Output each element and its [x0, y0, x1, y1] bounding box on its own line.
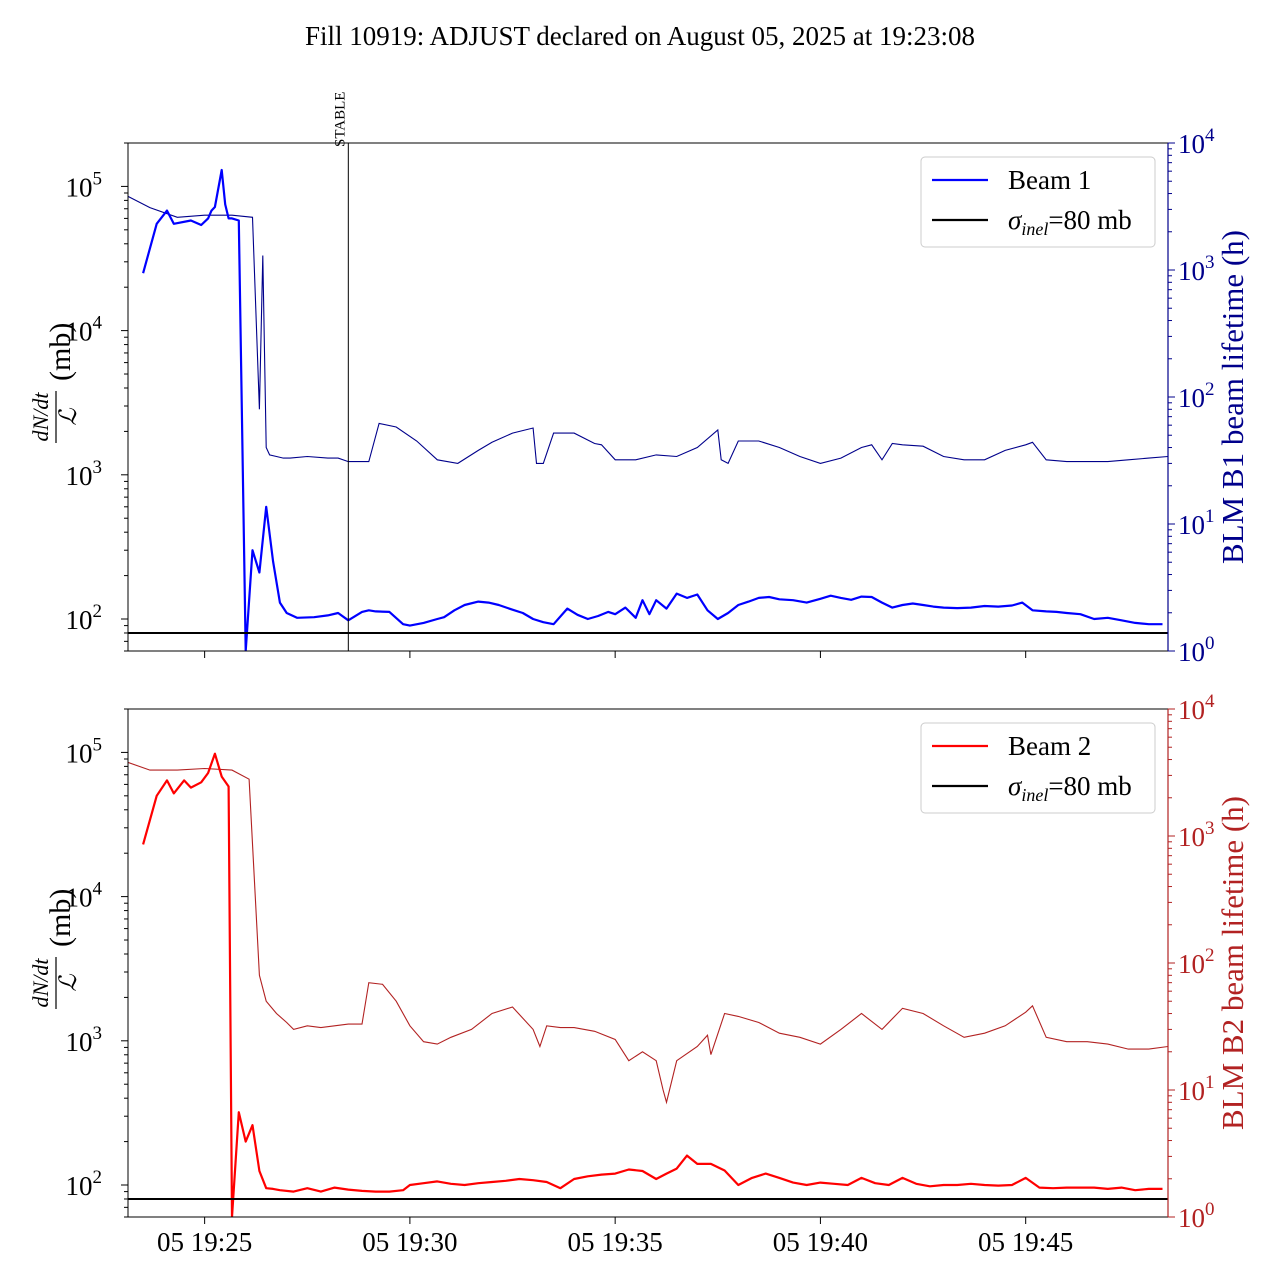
figure-title: Fill 10919: ADJUST declared on August 05…	[305, 21, 975, 51]
right-tick-label: 100	[1178, 1199, 1215, 1233]
left-axis-label: dN/dt ℒ (mb)	[28, 323, 82, 443]
label-numerator: dN/dt	[28, 392, 53, 442]
beam-series-line	[142, 168, 1163, 651]
legend: Beam 2 σinel=80 mb	[920, 722, 1156, 814]
x-tick-label: 05 19:35	[568, 1227, 663, 1257]
right-axis-label: BLM B1 beam lifetime (h)	[1215, 230, 1250, 564]
lifetime-series-line	[128, 195, 1168, 465]
label-numerator: dN/dt	[28, 958, 53, 1008]
beam-series-line	[142, 752, 1163, 1217]
right-tick-label: 104	[1178, 125, 1215, 159]
right-tick-label: 101	[1178, 1072, 1215, 1106]
x-tick-label: 05 19:30	[362, 1227, 457, 1257]
label-denominator: ℒ	[56, 408, 82, 426]
legend-label: σinel=80 mb	[1008, 771, 1132, 805]
lifetime-series-line	[128, 761, 1168, 1105]
label-unit: (mb)	[44, 323, 77, 381]
left-tick-label: 104	[66, 313, 103, 347]
left-tick-label: 102	[66, 1167, 103, 1201]
left-tick-label: 103	[66, 457, 103, 491]
label-unit: (mb)	[44, 889, 77, 947]
plot-area	[128, 752, 1168, 1217]
right-tick-label: 104	[1178, 691, 1215, 725]
legend-label: Beam 1	[1008, 165, 1091, 195]
left-tick-label: 104	[66, 879, 103, 913]
x-tick-label: 05 19:45	[978, 1227, 1073, 1257]
left-axis-label: dN/dt ℒ (mb)	[28, 889, 82, 1009]
bottom-panel: 102 103 104 105 100 101 102 103 104 05 19:25 05 19…	[28, 691, 1250, 1257]
legend: Beam 1 σinel=80 mb	[920, 156, 1156, 248]
left-tick-label: 105	[66, 168, 103, 202]
left-tick-label: 102	[66, 601, 103, 635]
legend-label: σinel=80 mb	[1008, 205, 1132, 239]
top-panel: STABLE 102 103 104 105 100 101 102 103 104 dN/dt ℒ (…	[28, 92, 1250, 667]
right-tick-label: 101	[1178, 506, 1215, 540]
right-tick-label: 102	[1178, 945, 1215, 979]
left-tick-label: 103	[66, 1023, 103, 1057]
right-axis-label: BLM B2 beam lifetime (h)	[1215, 796, 1250, 1130]
plot-area	[128, 168, 1168, 651]
label-denominator: ℒ	[56, 974, 82, 992]
right-tick-label: 100	[1178, 633, 1215, 667]
right-tick-label: 103	[1178, 818, 1215, 852]
right-tick-label: 103	[1178, 252, 1215, 286]
stable-marker-label: STABLE	[332, 92, 348, 147]
legend-label: Beam 2	[1008, 731, 1091, 761]
x-tick-label: 05 19:40	[773, 1227, 868, 1257]
right-tick-label: 102	[1178, 379, 1215, 413]
x-tick-label: 05 19:25	[157, 1227, 252, 1257]
left-tick-label: 105	[66, 734, 103, 768]
